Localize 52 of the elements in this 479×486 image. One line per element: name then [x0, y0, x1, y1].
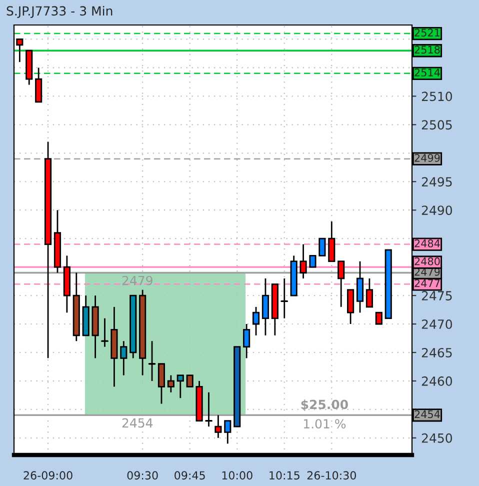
- x-tick-label: 10:00: [222, 471, 252, 480]
- x-tick-label: 10:15: [270, 471, 300, 480]
- candlestick: [366, 278, 373, 308]
- candlestick: [176, 374, 184, 399]
- ref-line-label: 2484: [414, 239, 440, 248]
- candlestick: [167, 374, 174, 394]
- candlestick: [214, 414, 222, 439]
- candlestick: [120, 340, 128, 376]
- ref-line-label: 2521: [414, 28, 440, 37]
- x-tick-label: 09:45: [174, 471, 205, 480]
- y-tick-label: 2450: [422, 433, 452, 443]
- ref-line-label: 2477: [414, 279, 440, 288]
- y-tick-label: 2465: [422, 348, 452, 358]
- candlestick: [243, 323, 250, 359]
- candlestick: [375, 312, 382, 325]
- annotation: 2454: [122, 418, 153, 428]
- y-tick-label: 2475: [422, 291, 452, 300]
- candlestick: [309, 254, 316, 268]
- y-tick-label: 2490: [422, 206, 452, 216]
- candlestick: [318, 238, 326, 256]
- y-tick-label: 2470: [422, 319, 452, 329]
- annotation: 1.01 %: [304, 419, 346, 429]
- candlestick: [280, 278, 288, 320]
- y-tick-label: 2510: [422, 92, 452, 102]
- candlestick: [35, 67, 42, 103]
- y-tick-label: 2495: [422, 177, 452, 187]
- x-tick-label: 26-09:00: [24, 471, 72, 480]
- chart-title: S.JP.J7733 - 3 Min: [6, 6, 112, 18]
- x-tick-label: 09:30: [127, 471, 158, 480]
- x-tick-label: 26-10:30: [307, 471, 356, 480]
- candlestick: [356, 260, 364, 314]
- ref-line-label: 2480: [414, 257, 440, 266]
- y-tick-label: 2505: [422, 120, 452, 130]
- candlestick: [347, 289, 354, 325]
- ref-line-label: 2454: [414, 410, 440, 418]
- annotation: $25.00: [301, 400, 348, 411]
- candlestick: [148, 340, 156, 382]
- candlestick: [101, 318, 108, 348]
- candlestick: [224, 420, 232, 444]
- candlestick: [252, 306, 260, 336]
- candlestick: [186, 374, 194, 388]
- candlestick: [338, 260, 345, 308]
- candlestick: [205, 392, 212, 428]
- candlestick: [300, 244, 307, 280]
- candlestick: [328, 220, 336, 262]
- ref-line-label: 2514: [414, 68, 440, 76]
- y-tick-label: 2460: [422, 376, 452, 386]
- ref-line-label: 2499: [414, 154, 440, 162]
- candlestick: [158, 363, 166, 404]
- annotation: 2479: [122, 276, 152, 286]
- candlestick: [262, 278, 269, 336]
- ref-line-label: 2518: [414, 46, 440, 54]
